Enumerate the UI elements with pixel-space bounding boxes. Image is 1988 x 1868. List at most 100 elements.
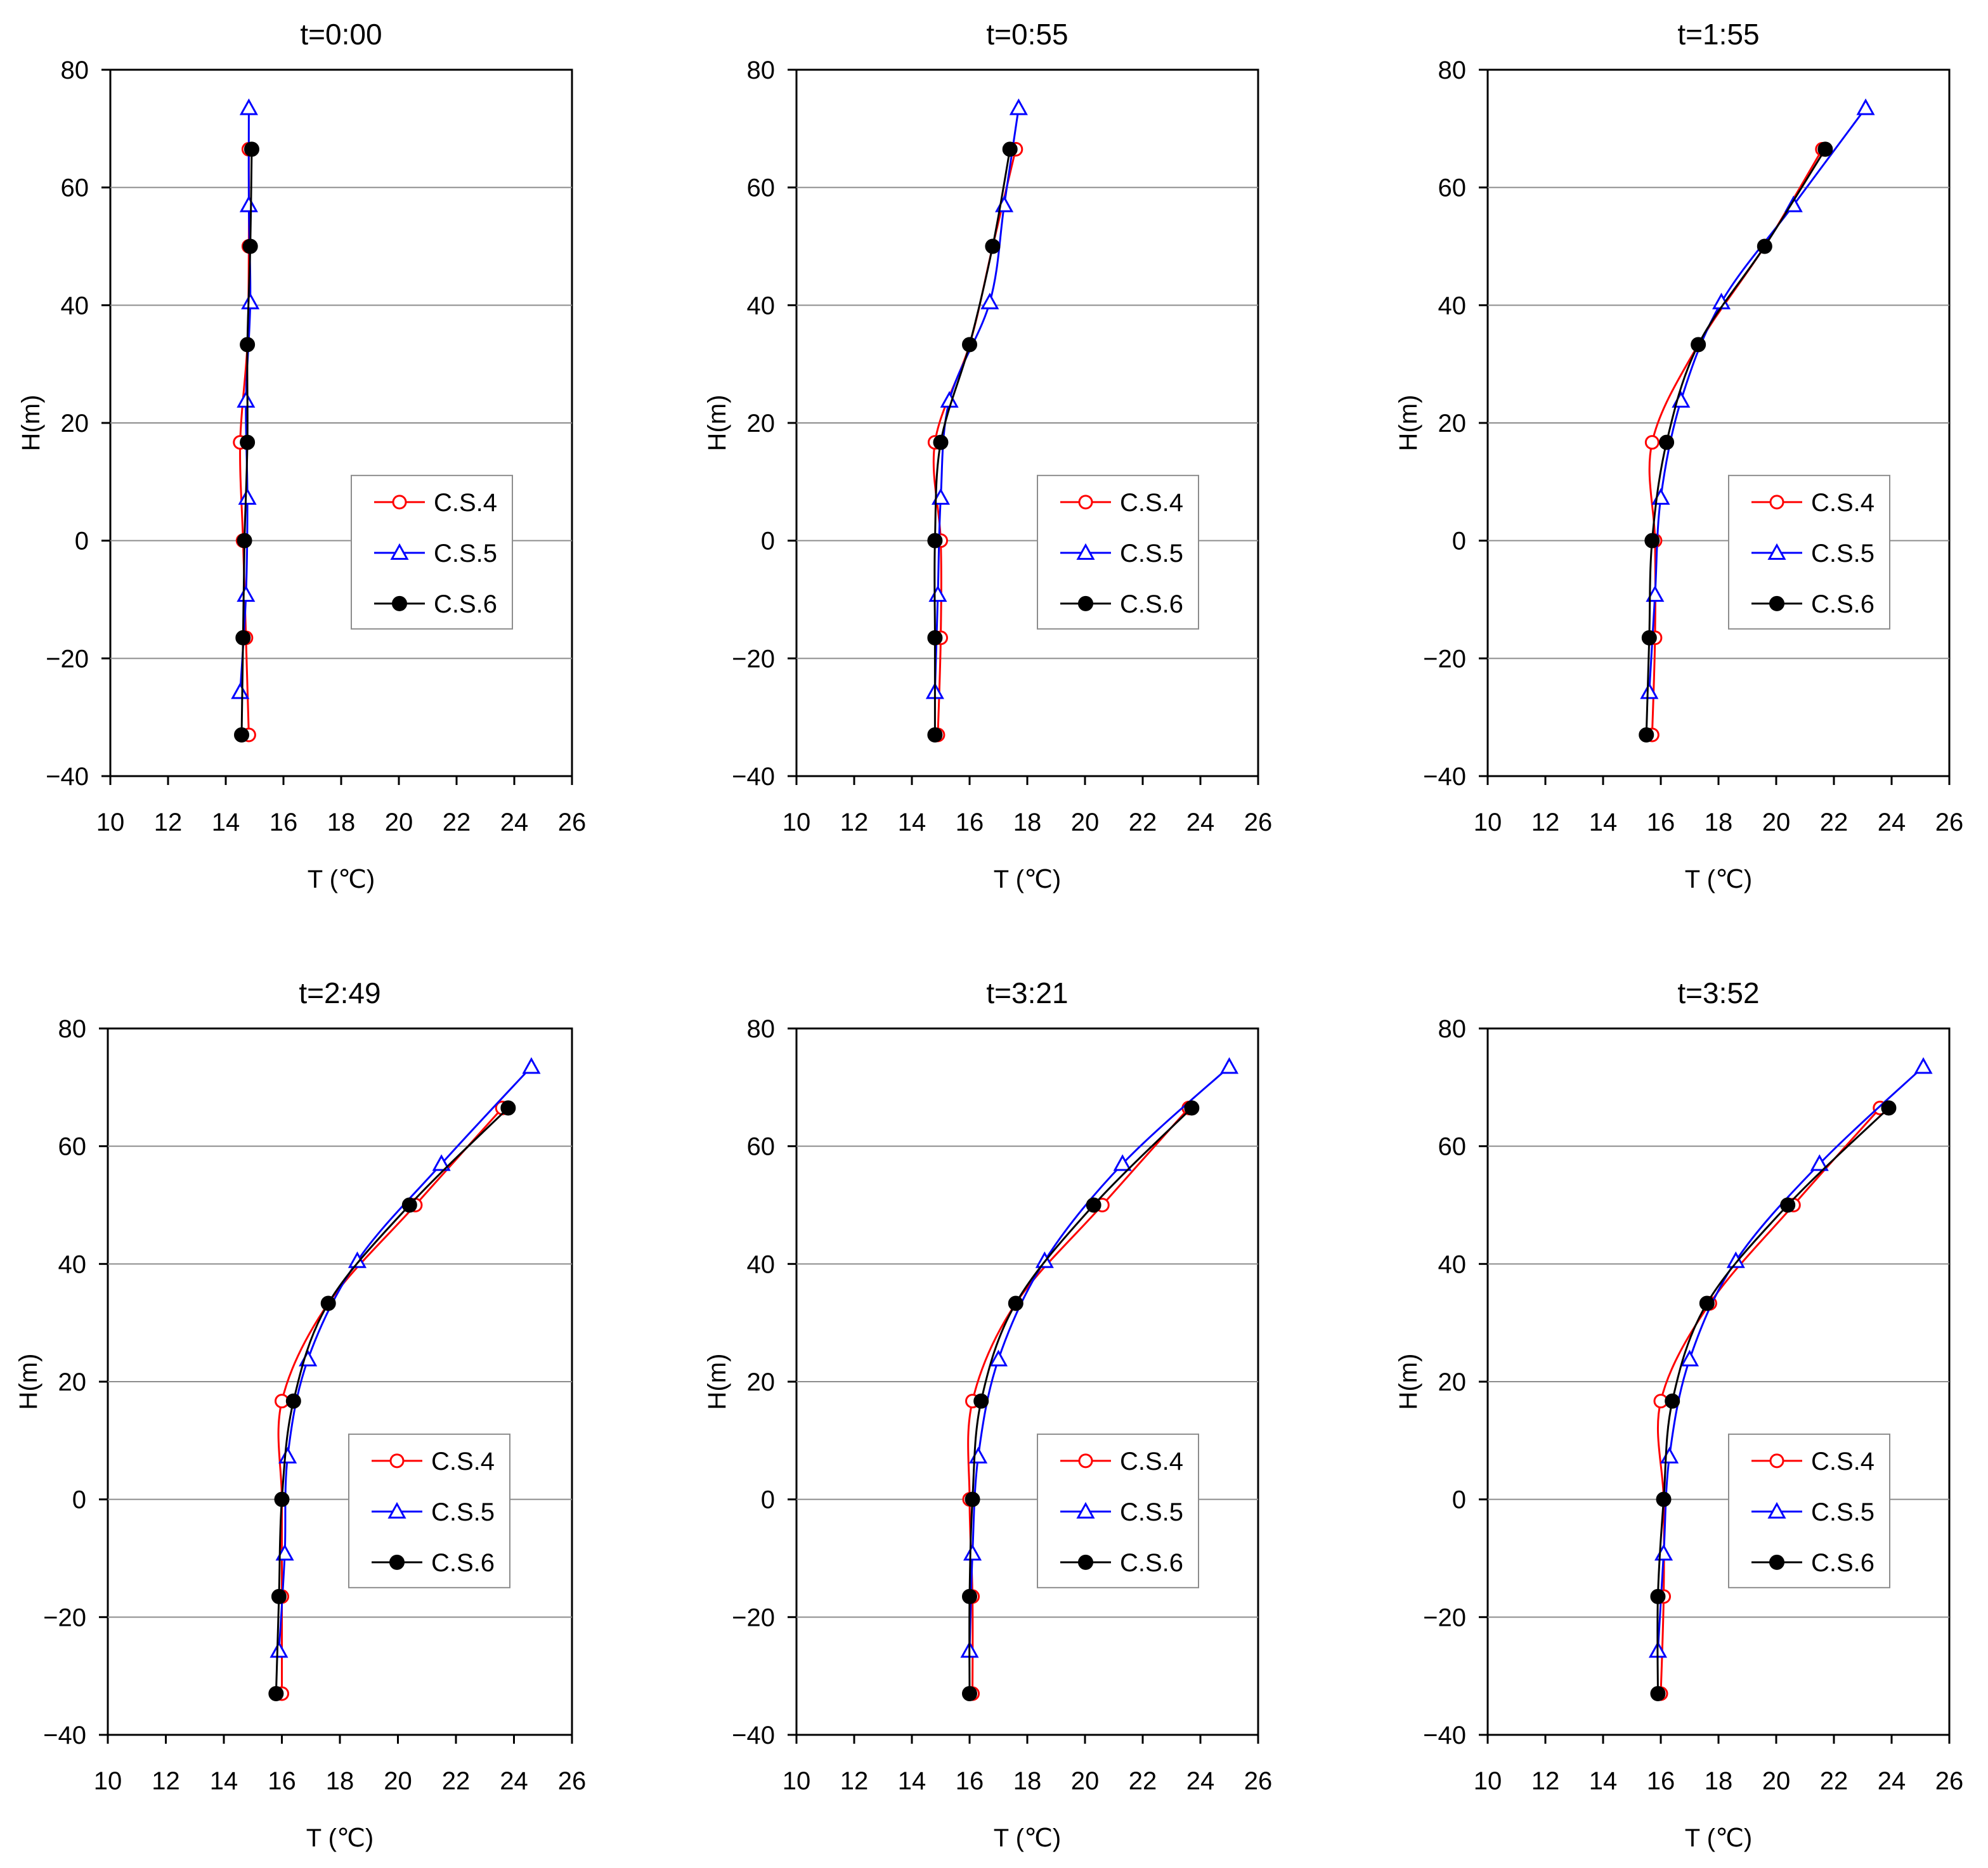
data-point [231,682,250,699]
x-tick-label: 20 [384,1767,412,1795]
legend-marker [1076,1502,1095,1519]
y-tick-label: 60 [58,1133,87,1161]
legend: C.S.4 C.S.5 C.S.6 [1037,1433,1199,1588]
data-point [1219,1057,1239,1074]
data-point [500,1100,516,1116]
x-tick-label: 18 [1013,1767,1042,1795]
data-point [274,1491,290,1507]
y-tick-label: 80 [1438,56,1467,84]
x-axis-label: T (℃) [1685,1824,1752,1852]
chart-title: t=0:55 [986,18,1068,51]
chart-panel-6: 80 60 40 20 0 −20 −40 10 12 14 16 18 20 22 24 26 t=3:52 T… [1394,976,1963,1852]
x-tick-label: 22 [1129,808,1157,836]
x-tick-label: 10 [1474,808,1502,836]
series-C.S.5 [231,98,260,699]
x-tick-label: 14 [1589,808,1618,836]
series-C.S.6 [962,1100,1200,1702]
x-tick-label: 18 [1705,1767,1733,1795]
y-tick-label: 0 [75,528,89,555]
y-tick-label: 20 [58,1368,87,1396]
y-tick-label: −40 [1423,763,1466,791]
y-tick-label: 80 [58,1015,87,1043]
x-axis-label: T (℃) [994,1824,1061,1852]
legend-marker [392,595,407,611]
legend-marker [1769,495,1784,510]
chart-title: t=1:55 [1677,18,1759,51]
x-tick-label: 22 [1820,808,1848,836]
data-point [270,1641,289,1658]
series-C.S.6 [927,141,1018,743]
legend-marker [1076,543,1095,560]
x-tick-label: 12 [1531,1767,1560,1795]
legend-label: C.S.5 [431,1498,495,1526]
legend-label: C.S.4 [431,1448,495,1476]
y-tick-label: 0 [1452,528,1466,555]
data-point [348,1251,367,1268]
x-tick-label: 20 [1071,1767,1100,1795]
x-tick-label: 10 [783,808,811,836]
y-tick-label: 60 [1438,174,1467,202]
data-point [1644,533,1660,548]
x-tick-label: 18 [1705,808,1733,836]
x-tick-label: 26 [1935,808,1964,836]
x-axis-label: T (℃) [1685,866,1752,893]
legend: C.S.4 C.S.5 C.S.6 [351,474,513,630]
x-tick-label: 12 [840,1767,869,1795]
data-point [1780,1197,1796,1213]
y-tick-label: −40 [46,763,89,791]
data-point [320,1295,336,1311]
data-point [237,533,252,548]
y-axis-label: H(m) [15,1354,42,1410]
legend-marker [387,1502,406,1519]
legend-label: C.S.6 [1120,1549,1183,1577]
data-point [1856,98,1875,115]
data-point [965,1491,980,1507]
legend-marker [390,543,409,560]
chart-title: t=0:00 [300,18,382,51]
data-point [244,141,259,157]
chart-title: t=3:21 [986,976,1068,1009]
data-point [1691,337,1706,353]
x-tick-label: 18 [326,1767,354,1795]
data-point [271,1588,287,1604]
x-tick-label: 12 [840,808,869,836]
y-tick-label: −40 [732,1722,775,1749]
x-tick-label: 14 [898,1767,926,1795]
y-axis-label: H(m) [1394,1354,1422,1410]
y-tick-label: 80 [61,56,89,84]
data-point [240,337,256,353]
y-tick-label: 60 [61,174,89,202]
y-axis-label: H(m) [703,1354,731,1410]
data-point [1699,1295,1715,1311]
data-point [1646,585,1665,602]
data-point [1644,435,1660,450]
series-C.S.5 [1648,1057,1933,1658]
x-tick-label: 14 [212,808,240,836]
legend-marker [1769,595,1784,611]
legend-label: C.S.4 [434,489,497,517]
legend: C.S.4 C.S.5 C.S.6 [1728,1433,1890,1588]
x-axis-label: T (℃) [994,866,1061,893]
data-point [1914,1057,1933,1074]
y-tick-label: 40 [747,1250,776,1278]
y-tick-label: 20 [1438,410,1467,438]
series-C.S.6 [234,141,259,743]
x-tick-label: 22 [1820,1767,1848,1795]
y-tick-label: 60 [1438,1133,1467,1161]
y-tick-label: 20 [747,1368,776,1396]
y-tick-label: 40 [1438,1250,1467,1278]
legend-marker [389,1554,405,1570]
data-point [927,727,943,743]
chart-panel-4: 80 60 40 20 0 −20 −40 10 12 14 16 18 20 22 24 26 t=2:49 T… [15,976,586,1852]
x-tick-label: 24 [500,1767,528,1795]
data-point [237,391,256,408]
data-point [242,238,258,254]
data-point [239,195,258,212]
y-tick-label: 40 [747,292,776,320]
x-tick-label: 16 [956,808,984,836]
chart-panel-5: 80 60 40 20 0 −20 −40 10 12 14 16 18 20 22 24 26 t=3:21 T… [703,976,1272,1852]
y-tick-label: −20 [732,1604,775,1631]
x-tick-label: 12 [152,1767,180,1795]
